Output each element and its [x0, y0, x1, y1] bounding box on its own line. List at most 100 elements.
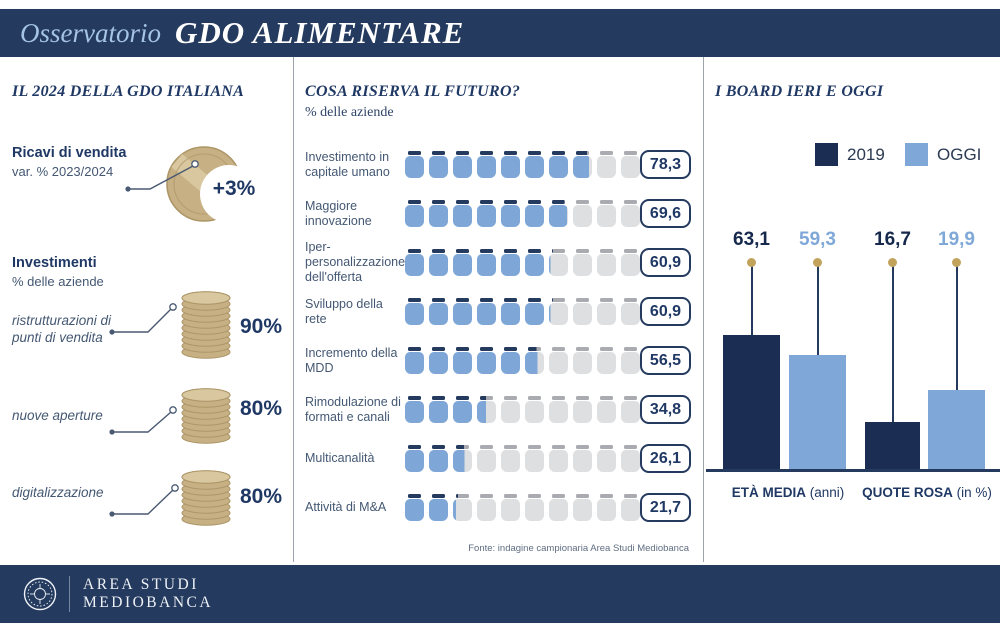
jar-icon: [549, 151, 568, 178]
jar-icon: [477, 151, 496, 178]
ricavi-kpi-value: +3%: [212, 177, 256, 200]
group-label-normal: (anni): [805, 485, 845, 500]
jar-icon: [525, 347, 544, 374]
jar-icon: [597, 249, 616, 276]
gold-dot-icon: [952, 257, 961, 267]
jar-icon: [477, 347, 496, 374]
legend-label-2019: 2019: [847, 144, 885, 164]
jar-icon: [453, 200, 472, 227]
ricavi-sublabel: var. % 2023/2024: [12, 164, 114, 179]
middle-panel-subtitle: % delle aziende: [305, 105, 394, 120]
panel-2024-gdo-italiana: IL 2024 DELLA GDO ITALIANA Ricavi di ven…: [0, 57, 293, 565]
jar-icon: [453, 249, 472, 276]
jar-icon: [549, 445, 568, 472]
legend-swatch-2019: [815, 143, 838, 166]
jar-icon: [525, 200, 544, 227]
gold-dot-icon: [813, 257, 822, 267]
bar-value-label: 19,9: [938, 229, 975, 250]
jar-icon: [597, 494, 616, 521]
bar-stem-line: [955, 266, 958, 390]
connector-dot: [125, 186, 131, 192]
value-badge: 26,1: [640, 444, 691, 473]
jar-icon: [621, 445, 640, 472]
value-badge: 56,5: [640, 346, 691, 375]
middle-panel-title: COSA RISERVA IL FUTURO?: [305, 83, 521, 100]
legend-item-oggi: OGGI: [905, 143, 981, 166]
coin-stack-top: [181, 291, 231, 305]
jar-icon: [525, 249, 544, 276]
jar-icon: [429, 494, 448, 521]
coin-stack-top: [181, 388, 231, 402]
jar-icon: [573, 494, 592, 521]
jar-icon: [477, 249, 496, 276]
future-row-label: Sviluppo della rete: [305, 296, 383, 326]
investimenti-item-label: nuove aperture: [12, 408, 103, 423]
investimenti-sublabel: % delle aziende: [12, 274, 104, 289]
connector-ring: [171, 484, 179, 492]
investimenti-item-label: ristrutturazioni di punti di vendita: [12, 313, 112, 345]
bar-stem-line: [891, 266, 894, 422]
board-bar: [723, 335, 780, 469]
footer-bar: AREA STUDI MEDIOBANCA: [0, 565, 1000, 623]
connector-dot: [109, 429, 115, 435]
bar-value-label: 16,7: [874, 229, 911, 250]
panel-board-ieri-e-oggi: I BOARD IERI E OGGI 2019 OGGI 63,1 59,3 16…: [703, 57, 1000, 565]
jar-icon: [405, 249, 424, 276]
jar-icon: [453, 298, 472, 325]
jar-icon: [477, 298, 496, 325]
connector-line: [112, 489, 174, 515]
bar-stem-line: [816, 266, 819, 355]
bar-stem-line: [750, 266, 753, 335]
jar-icon: [621, 347, 640, 374]
investimenti-item-label: digitalizzazione: [12, 485, 104, 500]
gold-dot-icon: [747, 257, 756, 267]
jar-icon: [597, 151, 616, 178]
jar-icon: [429, 200, 448, 227]
group-label-bold: ETÀ MEDIA: [731, 485, 806, 500]
future-row-label: Rimodulazione di formati e canali: [305, 394, 401, 424]
jar-icon: [525, 298, 544, 325]
jar-icon: [429, 347, 448, 374]
legend-label-oggi: OGGI: [937, 144, 982, 164]
value-badge: 60,9: [640, 248, 691, 277]
value-badge: 34,8: [640, 395, 691, 424]
jar-pictograph: [405, 249, 640, 276]
header-title-light: Osservatorio: [20, 17, 161, 48]
connector-dot: [109, 329, 115, 335]
jar-icon: [405, 445, 424, 472]
jar-icon: [405, 298, 424, 325]
future-row-label: Multicanalità: [305, 451, 375, 466]
future-row: Rimodulazione di formati e canali 34,8: [305, 385, 691, 434]
footer-divider: [69, 576, 70, 612]
jar-icon: [453, 494, 472, 521]
footer-line1: AREA STUDI: [83, 576, 199, 594]
group-label-quote-rosa: QUOTE ROSA (in %): [842, 485, 1000, 500]
jar-icon: [453, 396, 472, 423]
jar-icon: [549, 249, 568, 276]
future-row: Incremento della MDD 56,5: [305, 336, 691, 385]
legend-item-2019: 2019: [815, 143, 885, 166]
jar-icon: [405, 151, 424, 178]
coin-stack-top: [181, 470, 231, 484]
bar-value-label: 63,1: [733, 229, 770, 250]
future-row: Multicanalità 26,1: [305, 434, 691, 483]
jar-icon: [525, 494, 544, 521]
value-badge: 69,6: [640, 199, 691, 228]
jar-icon: [573, 347, 592, 374]
jar-icon: [597, 396, 616, 423]
jar-icon: [429, 151, 448, 178]
chart-legend: 2019 OGGI: [703, 143, 1000, 169]
ricavi-label: Ricavi di vendita: [12, 145, 127, 161]
jar-icon: [549, 200, 568, 227]
jar-pictograph: [405, 347, 640, 374]
jar-icon: [549, 347, 568, 374]
jar-icon: [405, 200, 424, 227]
jar-icon: [549, 494, 568, 521]
connector-line: [112, 308, 172, 333]
connector-ring: [169, 406, 177, 414]
jar-icon: [525, 445, 544, 472]
value-badge: 78,3: [640, 150, 691, 179]
future-row: Attività di M&A 21,7: [305, 483, 691, 532]
jar-icon: [501, 249, 520, 276]
